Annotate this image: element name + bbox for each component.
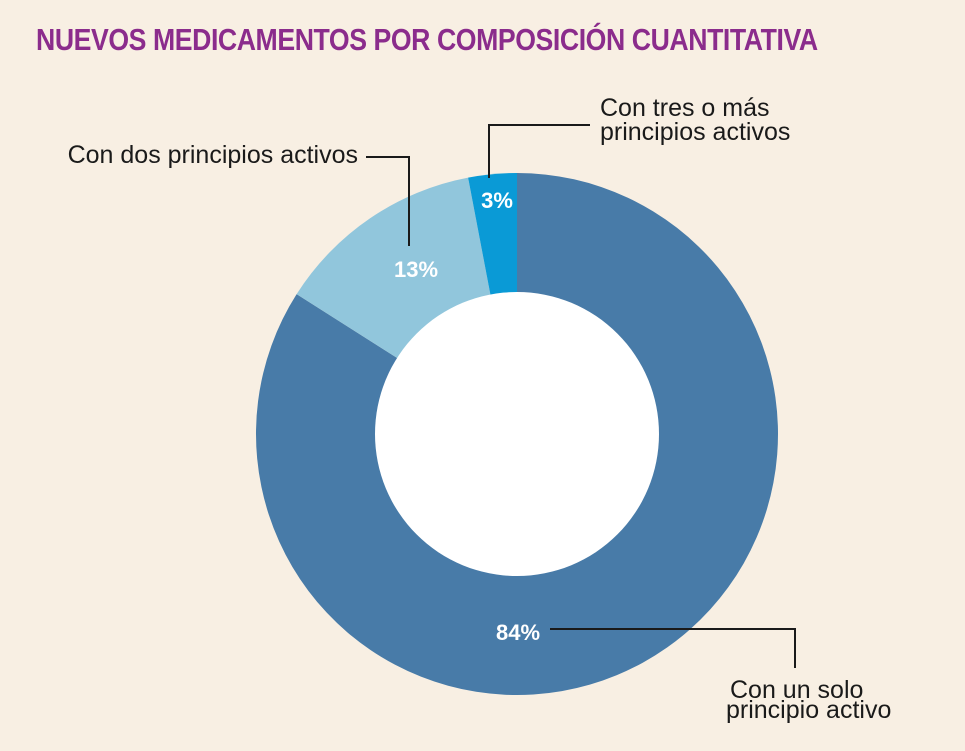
- slice-label-three-line-1: Con tres o más: [600, 94, 770, 122]
- slice-label-three-line-2: principios activos: [600, 118, 790, 146]
- slice-label-one-line-2: principio activo: [726, 696, 891, 724]
- slice-label-two: Con dos principios activos: [68, 141, 358, 169]
- slice-value-label-one: 84%: [496, 620, 540, 645]
- leader-line-three: [488, 124, 590, 178]
- slice-label-one-line-1: Con un solo: [730, 676, 863, 704]
- chart-title: NUEVOS MEDICAMENTOS POR COMPOSICIÓN CUAN…: [36, 22, 818, 57]
- slice-value-label-three: 3%: [481, 188, 513, 213]
- slice-value-label-two: 13%: [394, 257, 438, 282]
- leader-line-two: [366, 156, 410, 246]
- leader-line-one: [550, 628, 796, 668]
- donut-hole: [375, 292, 659, 576]
